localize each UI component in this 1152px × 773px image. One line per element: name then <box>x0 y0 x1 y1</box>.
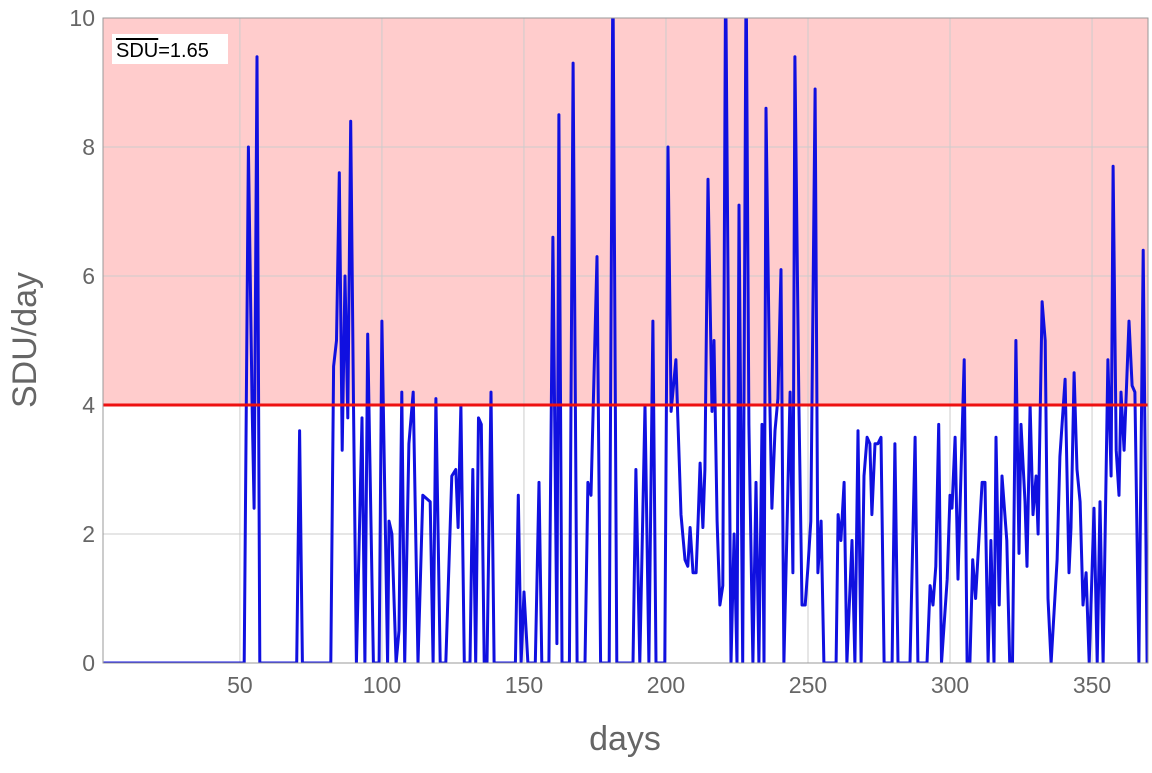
x-tick-label: 300 <box>931 672 969 698</box>
annotation-box <box>112 34 228 64</box>
y-tick-label: 10 <box>69 5 95 31</box>
x-tick-label: 200 <box>647 672 685 698</box>
x-tick-label: 150 <box>505 672 543 698</box>
plot-frame <box>102 17 1149 664</box>
y-tick-label: 4 <box>82 392 95 418</box>
x-tick-label: 100 <box>363 672 401 698</box>
x-tick-label: 50 <box>227 672 253 698</box>
ticks: 0 2 4 6 8 10 50 100 150 200 250 300 350 <box>69 5 1111 698</box>
plot-area <box>103 18 1148 663</box>
y-tick-label: 0 <box>82 650 95 676</box>
plot-background <box>103 18 1148 405</box>
y-axis-label: SDU/day <box>6 272 44 408</box>
mean-symbol: SDU <box>116 40 158 62</box>
y-tick-label: 2 <box>82 521 95 547</box>
data-line <box>103 18 1148 663</box>
y-tick-label: 8 <box>82 134 95 160</box>
x-tick-label: 250 <box>789 672 827 698</box>
y-tick-label: 6 <box>82 263 95 289</box>
mean-value: =1.65 <box>158 40 209 62</box>
annotation: SDU=1.65 <box>116 40 209 62</box>
x-tick-label: 350 <box>1073 672 1111 698</box>
x-axis-label: days <box>589 720 661 758</box>
shaded-region <box>103 18 1148 405</box>
